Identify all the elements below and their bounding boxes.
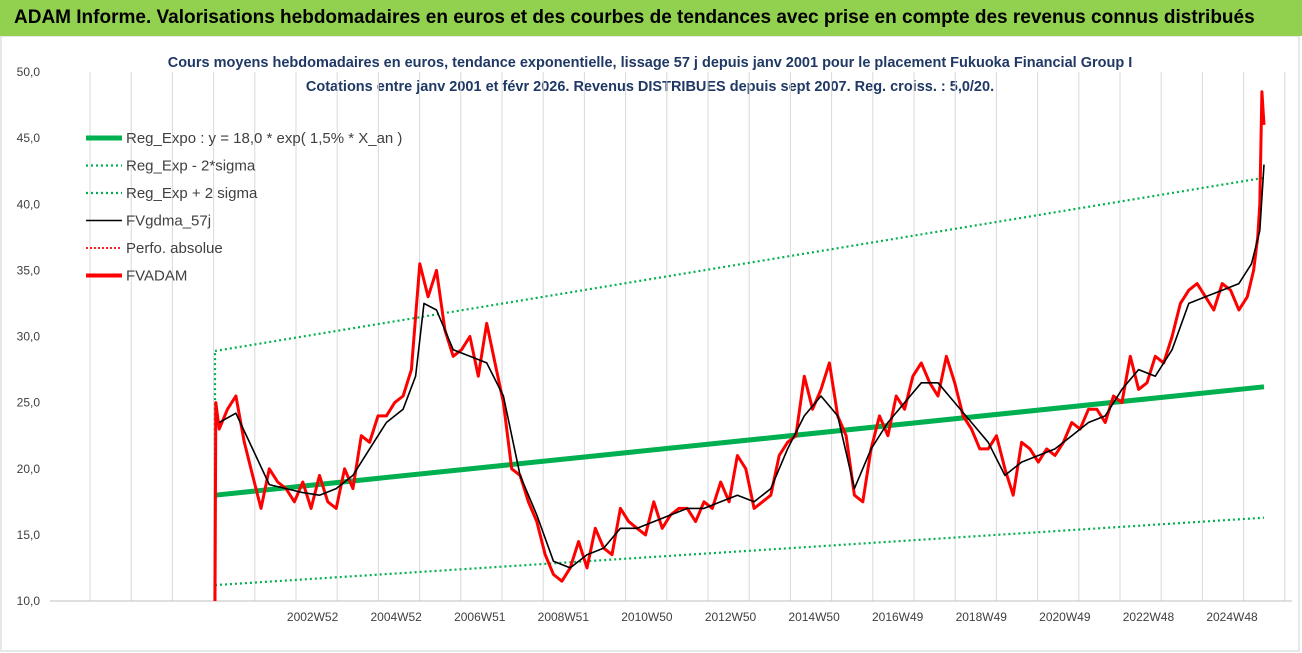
x-tick-label: 2006W51 <box>454 610 506 624</box>
y-tick-label: 15,0 <box>17 528 41 542</box>
x-tick-label: 2020W49 <box>1039 610 1091 624</box>
chart-border <box>0 36 1300 652</box>
report-banner: ADAM Informe. Valorisations hebdomadaire… <box>0 0 1302 36</box>
x-tick-label: 2002W52 <box>287 610 339 624</box>
legend: Reg_Expo : y = 18,0 * exp( 1,5% * X_an )… <box>86 130 402 285</box>
legend-label-reg-expo: Reg_Expo : y = 18,0 * exp( 1,5% * X_an ) <box>126 130 402 147</box>
y-tick-label: 30,0 <box>17 330 41 344</box>
y-tick-label: 10,0 <box>17 594 41 608</box>
chart: Cours moyens hebdomadaires en euros, ten… <box>0 36 1300 652</box>
y-tick-label: 35,0 <box>17 263 41 277</box>
series-reg-minus <box>214 516 1265 587</box>
legend-label-reg-plus: Reg_Exp + 2 sigma <box>126 185 258 202</box>
series-fvadam <box>213 90 1266 602</box>
y-tick-label: 20,0 <box>17 462 41 476</box>
series-fvgdma <box>218 164 1265 569</box>
y-tick-label: 40,0 <box>17 197 41 211</box>
x-tick-label: 2004W52 <box>370 610 422 624</box>
grid <box>50 72 1292 602</box>
legend-label-fvadam: FVADAM <box>126 268 187 285</box>
series-area <box>213 90 1266 602</box>
chart-title-line-2: Cotations entre janv 2001 et févr 2026. … <box>306 79 994 95</box>
x-tick-label: 2022W48 <box>1123 610 1175 624</box>
x-tick-label: 2012W50 <box>705 610 757 624</box>
x-tick-label: 2010W50 <box>621 610 673 624</box>
legend-label-reg-minus: Reg_Exp - 2*sigma <box>126 158 256 175</box>
y-tick-label: 25,0 <box>17 396 41 410</box>
y-tick-label: 50,0 <box>17 65 41 79</box>
legend-label-fvgdma: FVgdma_57j <box>126 213 211 230</box>
series-reg-plus <box>214 176 1265 353</box>
x-tick-label: 2018W49 <box>956 610 1008 624</box>
x-tick-label: 2008W51 <box>538 610 590 624</box>
x-tick-label: 2024W48 <box>1206 610 1258 624</box>
chart-title-line-1: Cours moyens hebdomadaires en euros, ten… <box>168 55 1133 71</box>
y-tick-label: 45,0 <box>17 131 41 145</box>
x-tick-label: 2016W49 <box>872 610 924 624</box>
x-axis: 2002W52 2004W52 2006W51 2008W51 2010W50 2012W… <box>287 610 1258 624</box>
x-tick-label: 2014W50 <box>788 610 840 624</box>
legend-label-perfo: Perfo. absolue <box>126 240 223 257</box>
series-reg-expo <box>214 384 1265 498</box>
y-axis: 10,0 15,0 20,0 25,0 30,0 35,0 40,0 45,0 50,0 <box>17 65 41 608</box>
